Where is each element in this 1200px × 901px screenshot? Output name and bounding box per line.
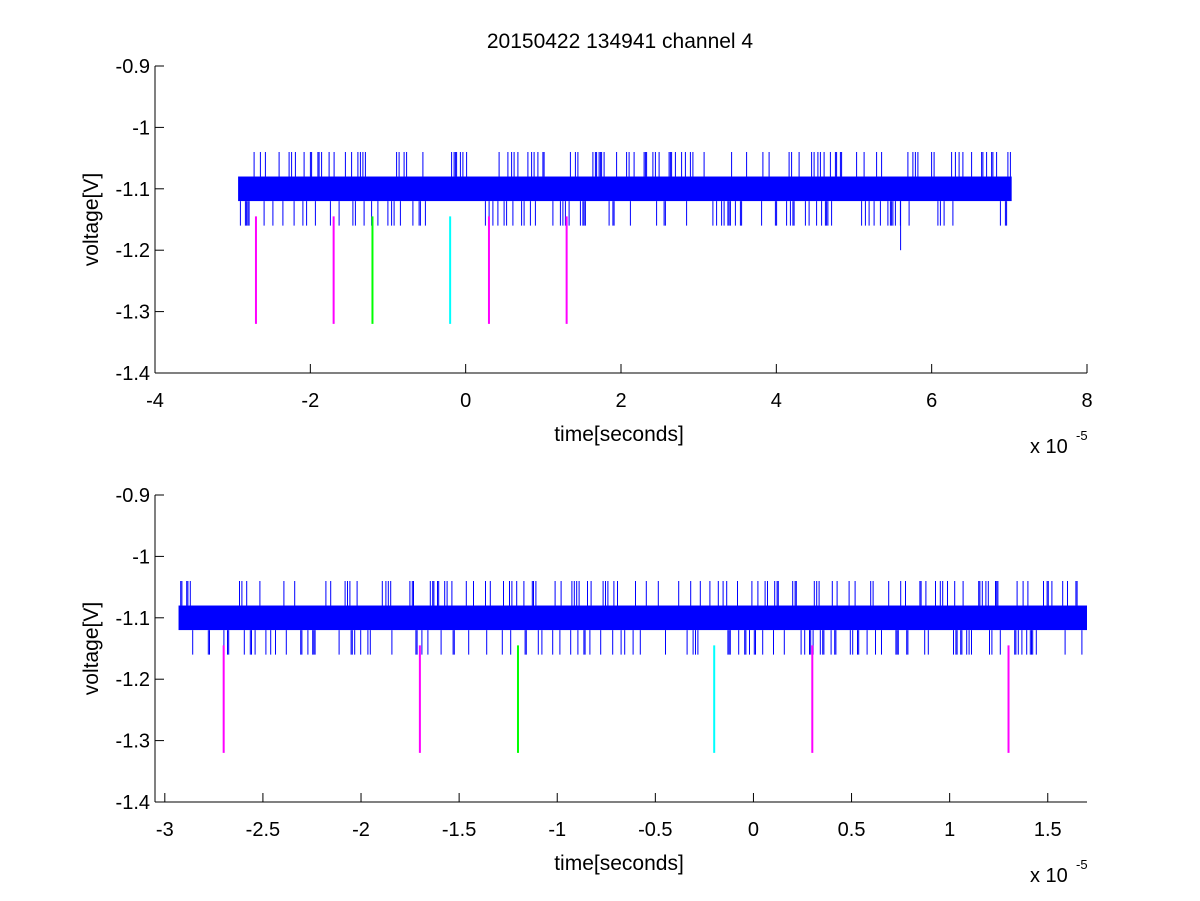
x-exponent-label: x 10 xyxy=(1030,436,1068,458)
event-markers xyxy=(254,216,568,324)
y-tick-label: -1.1 xyxy=(116,179,150,201)
x-tick-label: 0.5 xyxy=(838,819,866,841)
y-tick-label: -1.2 xyxy=(116,669,150,691)
y-tick-label: -1.1 xyxy=(116,608,150,630)
x-tick-label: 1 xyxy=(944,819,955,841)
y-tick-label: -1.4 xyxy=(116,792,150,814)
y-tick-label: -0.9 xyxy=(116,56,150,78)
y-tick-label: -1.3 xyxy=(116,731,150,753)
x-tick-label: 4 xyxy=(771,390,782,412)
signal-band xyxy=(178,605,1087,631)
bottom-subplot: -1.4 -1.3 -1.2 -1.1 -1 -0.9 -3 -2.5 -2 -1.5 -1 -0.5… xyxy=(80,485,1088,887)
x-tick-label: -2 xyxy=(301,390,319,412)
x-tick-label: 0 xyxy=(748,819,759,841)
x-exponent-power: -5 xyxy=(1076,428,1088,443)
y-tick-label: -1.3 xyxy=(116,302,150,324)
signal-trace xyxy=(238,152,1012,251)
x-axis-label: time[seconds] xyxy=(554,423,684,446)
x-tick-label: 6 xyxy=(926,390,937,412)
y-tick-label: -1 xyxy=(132,546,150,568)
x-tick-label: -0.5 xyxy=(638,819,672,841)
x-tick-label: -1 xyxy=(548,819,566,841)
x-tick-label: 8 xyxy=(1081,390,1092,412)
signal-spikes xyxy=(239,152,1011,226)
y-axis-label: voltage[V] xyxy=(80,602,103,695)
x-tick-label: -2.5 xyxy=(246,819,280,841)
x-tick-label: 2 xyxy=(615,390,626,412)
figure-title: 20150422 134941 channel 4 xyxy=(487,30,754,53)
x-tick-label: -1.5 xyxy=(442,819,476,841)
x-exponent-power: -5 xyxy=(1076,857,1088,872)
y-axis-label: voltage[V] xyxy=(80,173,103,266)
x-tick-label: 0 xyxy=(460,390,471,412)
y-tick-label: -1 xyxy=(132,117,150,139)
y-tick-label: -1.2 xyxy=(116,240,150,262)
y-tick-label: -1.4 xyxy=(116,363,150,385)
x-tick-label: -4 xyxy=(146,390,164,412)
signal-spikes xyxy=(180,581,1083,655)
event-markers xyxy=(222,645,1010,753)
y-tick-label: -0.9 xyxy=(116,485,150,507)
x-tick-label: 1.5 xyxy=(1034,819,1062,841)
x-tick-label: -3 xyxy=(156,819,174,841)
x-exponent-label: x 10 xyxy=(1030,865,1068,887)
signal-band xyxy=(238,176,1012,202)
signal-trace xyxy=(178,581,1087,655)
x-axis-label: time[seconds] xyxy=(554,852,684,875)
top-subplot: -1.4 -1.3 -1.2 -1.1 -1 -0.9 -4 -2 0 2 4 6 8 time[seco… xyxy=(80,56,1093,458)
x-tick-label: -2 xyxy=(352,819,370,841)
